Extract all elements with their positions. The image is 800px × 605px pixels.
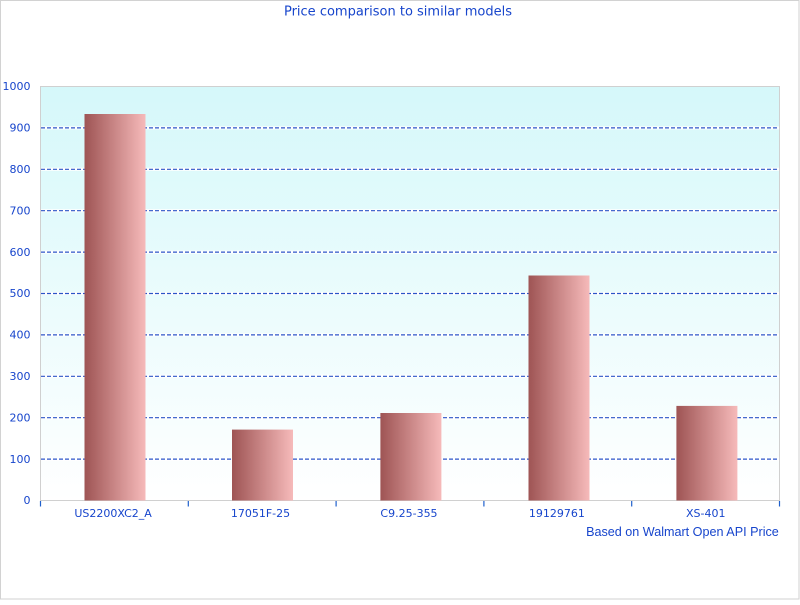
svg-text:0: 0: [24, 494, 31, 507]
svg-text:300: 300: [10, 370, 31, 383]
svg-text:700: 700: [10, 204, 31, 217]
svg-text:400: 400: [10, 329, 31, 342]
svg-text:900: 900: [10, 122, 31, 135]
svg-text:1000: 1000: [3, 80, 31, 93]
svg-text:800: 800: [10, 163, 31, 176]
svg-text:600: 600: [10, 246, 31, 259]
svg-text:500: 500: [10, 287, 31, 300]
svg-text:17051F-25: 17051F-25: [231, 507, 290, 520]
svg-text:Price comparison to similar mo: Price comparison to similar models: [284, 5, 512, 20]
svg-text:C9.25-355: C9.25-355: [380, 507, 437, 520]
svg-text:200: 200: [10, 411, 31, 424]
svg-text:19129761: 19129761: [529, 507, 585, 520]
svg-text:Based on Walmart Open API Pric: Based on Walmart Open API Price: [586, 525, 779, 539]
svg-text:100: 100: [10, 453, 31, 466]
svg-text:XS-401: XS-401: [686, 507, 725, 520]
svg-text:US2200XC2_A: US2200XC2_A: [74, 507, 152, 520]
